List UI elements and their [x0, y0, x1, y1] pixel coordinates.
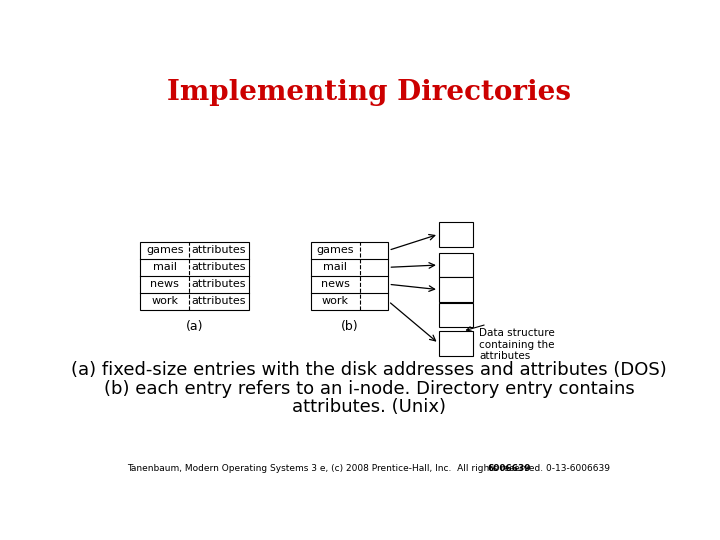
Text: attributes: attributes [192, 245, 246, 255]
Text: news: news [150, 279, 179, 289]
Text: (a): (a) [186, 320, 203, 333]
Text: (a) fixed-size entries with the disk addresses and attributes (DOS): (a) fixed-size entries with the disk add… [71, 361, 667, 379]
Text: mail: mail [323, 262, 347, 272]
Text: (b) each entry refers to an i-node. Directory entry contains: (b) each entry refers to an i-node. Dire… [104, 380, 634, 398]
Bar [438, 303, 473, 327]
Text: attributes: attributes [192, 262, 246, 272]
Text: work: work [322, 296, 348, 306]
Text: work: work [151, 296, 179, 306]
Text: 6006639: 6006639 [487, 464, 531, 473]
Text: Tanenbaum, Modern Operating Systems 3 e, (c) 2008 Prentice-Hall, Inc.  All right: Tanenbaum, Modern Operating Systems 3 e,… [127, 464, 611, 473]
Bar [438, 222, 473, 247]
Text: news: news [321, 279, 350, 289]
Bar [438, 331, 473, 356]
Text: Data structure
containing the
attributes: Data structure containing the attributes [479, 328, 555, 361]
Text: mail: mail [153, 262, 177, 272]
Text: attributes: attributes [192, 279, 246, 289]
Text: Implementing Directories: Implementing Directories [167, 79, 571, 106]
Bar [140, 242, 249, 309]
Text: attributes. (Unix): attributes. (Unix) [292, 398, 446, 416]
Text: (b): (b) [341, 320, 359, 333]
Bar [438, 253, 473, 278]
Bar [311, 242, 388, 309]
Text: games: games [146, 245, 184, 255]
Text: attributes: attributes [192, 296, 246, 306]
Text: games: games [317, 245, 354, 255]
Bar [438, 278, 473, 302]
